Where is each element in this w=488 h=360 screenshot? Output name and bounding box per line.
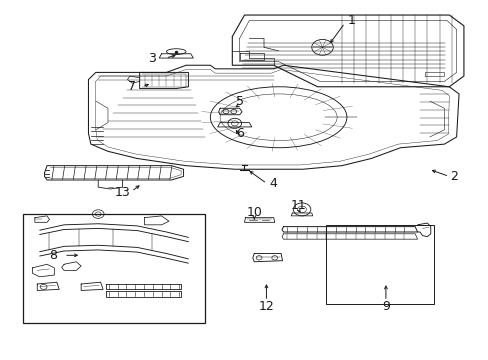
- Text: 11: 11: [290, 199, 305, 212]
- Text: 10: 10: [246, 206, 262, 219]
- Bar: [326, 225, 433, 304]
- Bar: [22, 214, 205, 323]
- Text: 13: 13: [115, 186, 130, 199]
- Text: 12: 12: [258, 300, 274, 313]
- Text: 7: 7: [128, 80, 136, 93]
- Text: 9: 9: [381, 300, 389, 313]
- Text: 8: 8: [49, 249, 57, 262]
- Text: 4: 4: [269, 177, 277, 190]
- Text: 3: 3: [147, 51, 156, 64]
- Text: 2: 2: [449, 170, 457, 183]
- Text: 6: 6: [235, 127, 243, 140]
- Text: 5: 5: [235, 95, 243, 108]
- Text: 1: 1: [347, 14, 355, 27]
